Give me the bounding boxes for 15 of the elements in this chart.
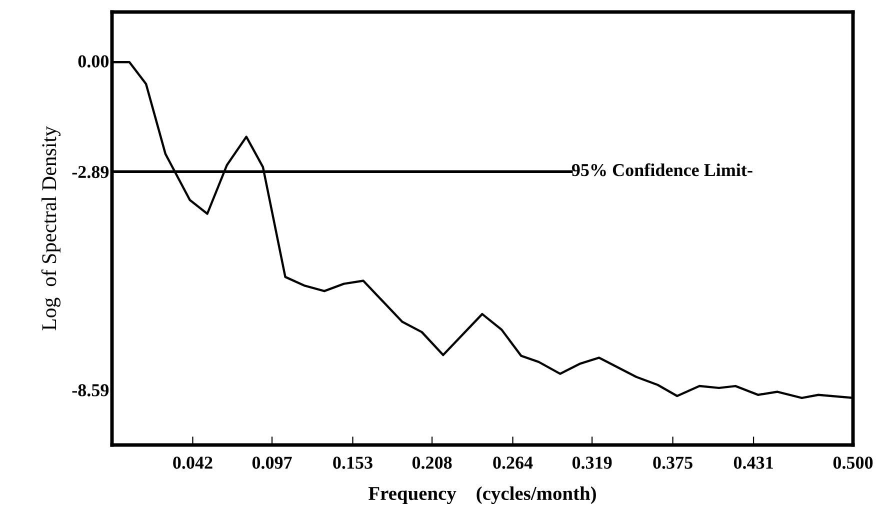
y-axis-title: Log of Spectral Density xyxy=(41,126,60,330)
x-tick-label: 0.153 xyxy=(333,456,372,469)
y-tick-label: 0.00 xyxy=(78,55,109,68)
x-tick-label: 0.208 xyxy=(412,456,452,469)
y-tick-label: -2.89 xyxy=(72,166,109,178)
x-tick-label: 0.431 xyxy=(734,456,773,469)
x-axis-title: Frequency (cycles/month) xyxy=(368,486,596,504)
x-tick-label: 0.097 xyxy=(252,456,292,469)
x-tick-label: 0.375 xyxy=(653,456,692,469)
x-tick-label: 0.042 xyxy=(173,456,212,469)
x-tick-label: 0.264 xyxy=(493,456,533,469)
y-tick-label: -8.59 xyxy=(72,384,109,396)
x-tick-label: 0.319 xyxy=(572,456,612,469)
x-tick-label: 0.500 xyxy=(833,456,873,469)
ref-line-label: 95% Confidence Limit- xyxy=(572,163,752,176)
